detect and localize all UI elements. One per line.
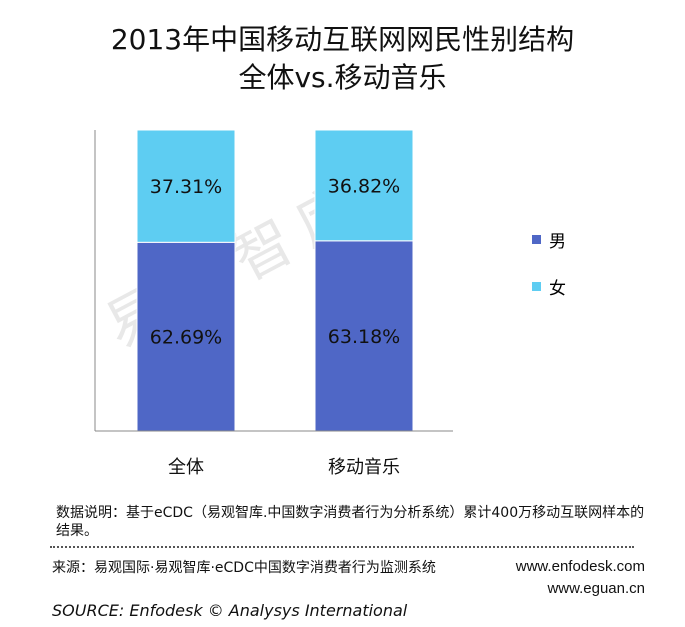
legend-swatch-female: [532, 282, 541, 291]
website-link-eguan[interactable]: www.eguan.cn: [547, 580, 645, 597]
dotted-divider: [50, 546, 634, 548]
data-label-female-0: 37.31%: [150, 176, 222, 198]
stacked-bar-chart: 62.69% 37.31% 全体 63.18% 36.82% 移动音乐: [94, 129, 453, 478]
data-label-male-1: 63.18%: [328, 326, 400, 348]
data-label-female-1: 36.82%: [328, 175, 400, 197]
bar-male-1: [314, 240, 414, 432]
website-link-enfodesk[interactable]: www.enfodesk.com: [515, 558, 645, 575]
chart-title: 2013年中国移动互联网网民性别结构: [110, 23, 575, 56]
legend-label-female: 女: [549, 279, 566, 299]
legend-label-male: 男: [549, 232, 566, 252]
legend-item-male: 男: [532, 227, 566, 252]
data-note: 数据说明：基于eCDC（易观智库.中国数字消费者行为分析系统）累计400万移动互…: [56, 505, 645, 539]
bar-female-1: [314, 129, 414, 242]
data-label-male-0: 62.69%: [150, 327, 222, 349]
x-tick-label-0: 全体: [168, 457, 204, 478]
source-english: SOURCE: Enfodesk © Analysys Internationa…: [52, 601, 408, 620]
source-text: 来源：易观国际·易观智库·eCDC中国数字消费者行为监测系统: [52, 560, 436, 576]
x-tick-label-1: 移动音乐: [328, 457, 400, 478]
legend-item-female: 女: [532, 274, 566, 299]
bar-female-0: [136, 129, 236, 243]
chart-subtitle: 全体vs.移动音乐: [238, 61, 447, 94]
legend-swatch-male: [532, 235, 541, 244]
